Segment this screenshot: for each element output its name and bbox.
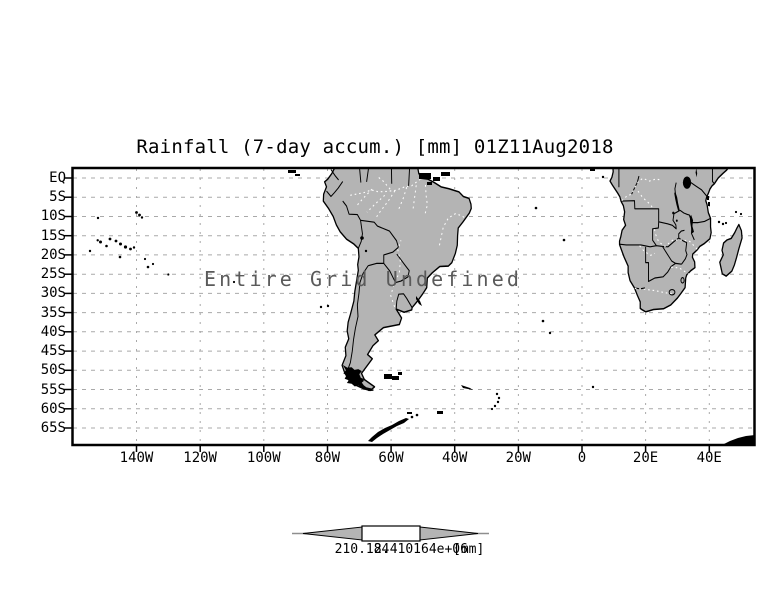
- lat-tick-label: 60S: [40, 400, 66, 417]
- indian-ocean-islands: [707, 196, 743, 226]
- lat-tick-label: 20S: [40, 246, 66, 263]
- colorbar-max-label: 2.410164e+06: [374, 542, 468, 557]
- atlantic-islands: [534, 169, 605, 389]
- plot-frame: [71, 166, 756, 447]
- lat-tick-label: 35S: [40, 304, 66, 321]
- madagascar-island: [719, 223, 743, 277]
- lat-tick-label: 25S: [40, 266, 66, 283]
- lat-tick-marks: [64, 177, 72, 429]
- lon-tick-label: 0: [577, 450, 587, 466]
- lon-tick-label: 80W: [314, 450, 341, 466]
- south-america-rivers: [348, 175, 466, 308]
- lat-tick-label: 65S: [40, 420, 66, 436]
- africa-landmass: [609, 169, 729, 313]
- falkland-islands: [384, 372, 402, 380]
- lat-tick-label: EQ: [49, 170, 66, 186]
- lat-tick-label: 30S: [40, 285, 66, 302]
- pacific-islands: [88, 211, 330, 309]
- lon-tick-marks: [135, 445, 711, 452]
- lat-tick-label: 5S: [49, 189, 66, 206]
- lat-tick-label: 50S: [40, 362, 66, 379]
- antarctica-coast-corner: [724, 435, 754, 444]
- lon-tick-label: 40E: [696, 450, 722, 466]
- plot-title: Rainfall (7-day accum.) [mm] 01Z11Aug201…: [136, 136, 614, 158]
- colorbar-right-arrow: [419, 526, 479, 541]
- antarctic-peninsula: [368, 413, 419, 442]
- lon-tick-label: 40W: [442, 450, 468, 466]
- amazon-mouth-islands: [419, 172, 450, 185]
- lon-tick-label: 140W: [119, 450, 154, 466]
- africa-rivers: [621, 177, 698, 295]
- lat-tick-label: 55S: [40, 381, 66, 398]
- lat-tick-label: 40S: [40, 323, 66, 340]
- south-sandwich-islands: [407, 392, 501, 414]
- lon-tick-label: 20W: [505, 450, 531, 466]
- tierra-del-fuego-coast: [342, 364, 374, 392]
- lat-tick-label: 45S: [40, 343, 66, 360]
- colorbar: [292, 525, 489, 542]
- inland-lakes-south-america: [360, 236, 422, 306]
- undefined-grid-message: Entire Grid Undefined: [204, 267, 522, 291]
- lesotho-border: [668, 288, 676, 296]
- galapagos-islands: [288, 170, 300, 176]
- south-georgia-island: [461, 385, 473, 390]
- african-lakes: [672, 169, 698, 234]
- lon-tick-label: 60W: [378, 450, 404, 466]
- lon-tick-label: 20E: [632, 450, 659, 466]
- colorbar-min-label: 210.184: [334, 542, 390, 557]
- lon-tick-label: 100W: [246, 450, 281, 466]
- lon-tick-label: 120W: [183, 450, 217, 466]
- lat-tick-label: 10S: [40, 208, 66, 225]
- island-specks: [88, 169, 754, 444]
- lat-tick-label: 15S: [40, 227, 66, 244]
- south-america-landmass: [322, 169, 472, 392]
- colorbar-unit-label: [mm]: [453, 542, 485, 557]
- colorbar-center-cell: [361, 525, 421, 542]
- swaziland-border: [680, 277, 685, 284]
- colorbar-left-arrow: [302, 526, 363, 541]
